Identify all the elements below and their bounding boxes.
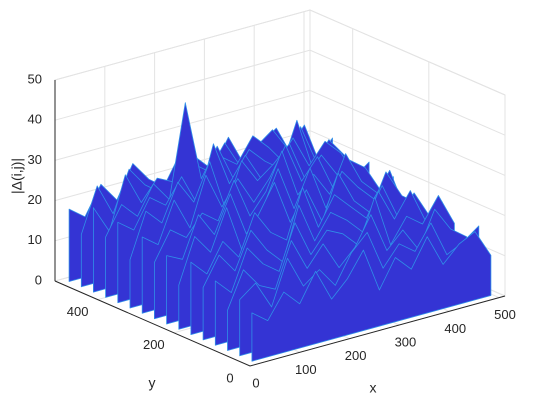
grid-line xyxy=(54,89,506,176)
x-tick-label: 100 xyxy=(295,362,317,377)
z-tick-label: 40 xyxy=(28,112,42,127)
z-tick-label: 10 xyxy=(28,232,42,247)
z-tick-label: 50 xyxy=(28,71,42,86)
y-tick-label: 0 xyxy=(226,370,233,385)
grid-line xyxy=(54,9,506,96)
surface-row xyxy=(251,231,492,362)
x-tick-label: 200 xyxy=(345,348,367,363)
surface xyxy=(68,102,492,362)
z-tick-label: 0 xyxy=(35,272,42,287)
z-axis-label: |Δ(i,j)| xyxy=(9,158,25,194)
z-tick-label: 20 xyxy=(28,192,42,207)
x-tick-label: 0 xyxy=(252,375,259,390)
x-tick-label: 500 xyxy=(494,307,516,322)
x-axis-label: x xyxy=(370,380,377,396)
x-tick-label: 300 xyxy=(395,334,417,349)
grid-line xyxy=(54,49,506,136)
y-tick-label: 200 xyxy=(143,337,165,352)
y-axis-label: y xyxy=(149,375,156,391)
tick-labels: 0 100 200 300 400 500 0 200 400 0 10 20 30 40 50 xyxy=(28,71,516,390)
axis-line xyxy=(54,280,506,367)
z-tick-label: 30 xyxy=(28,152,42,167)
y-tick-label: 400 xyxy=(67,304,89,319)
x-tick-label: 400 xyxy=(444,321,466,336)
